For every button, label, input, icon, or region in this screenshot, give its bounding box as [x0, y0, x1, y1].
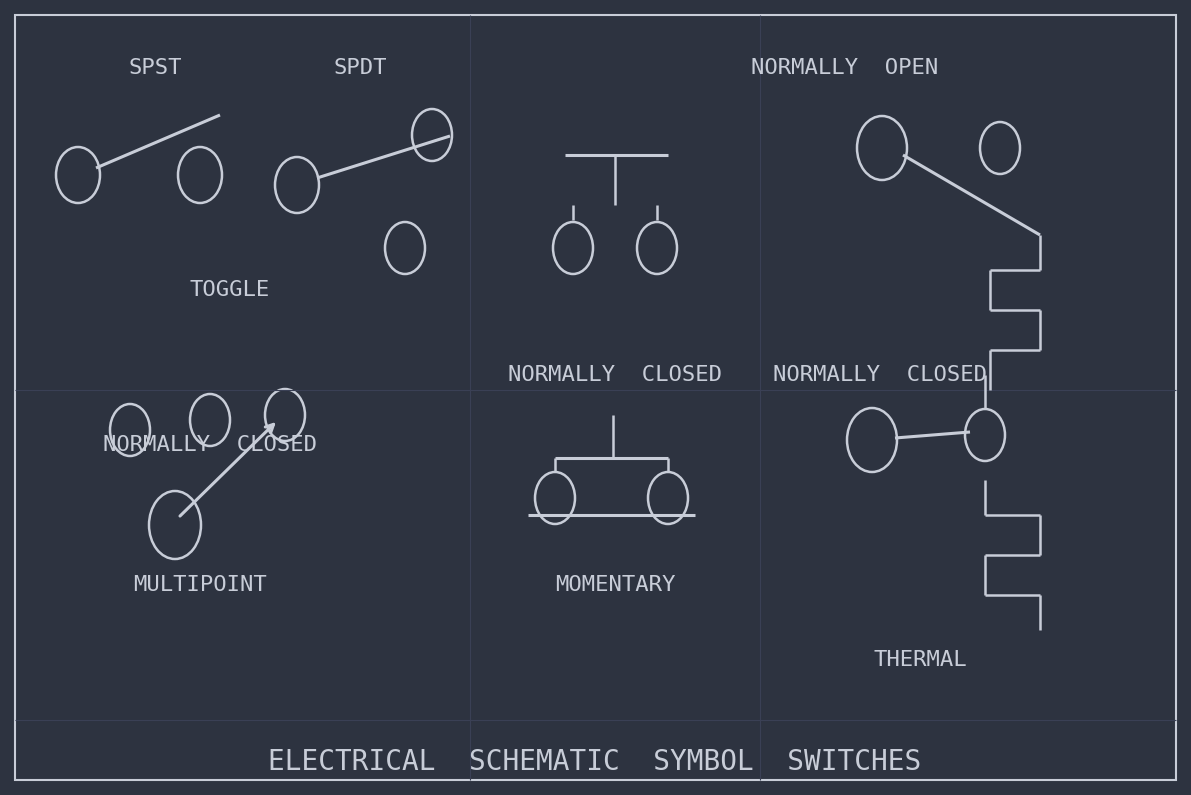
Text: NORMALLY  CLOSED: NORMALLY CLOSED: [773, 365, 987, 385]
Text: TOGGLE: TOGGLE: [189, 280, 270, 300]
Text: SPST: SPST: [129, 58, 182, 78]
Text: MULTIPOINT: MULTIPOINT: [133, 575, 267, 595]
Text: THERMAL: THERMAL: [873, 650, 967, 670]
Text: MOMENTARY: MOMENTARY: [555, 575, 675, 595]
Text: NORMALLY  CLOSED: NORMALLY CLOSED: [509, 365, 722, 385]
Text: ELECTRICAL  SCHEMATIC  SYMBOL  SWITCHES: ELECTRICAL SCHEMATIC SYMBOL SWITCHES: [268, 748, 922, 776]
Text: NORMALLY  CLOSED: NORMALLY CLOSED: [102, 435, 317, 455]
Text: SPDT: SPDT: [333, 58, 387, 78]
Text: NORMALLY  OPEN: NORMALLY OPEN: [752, 58, 939, 78]
